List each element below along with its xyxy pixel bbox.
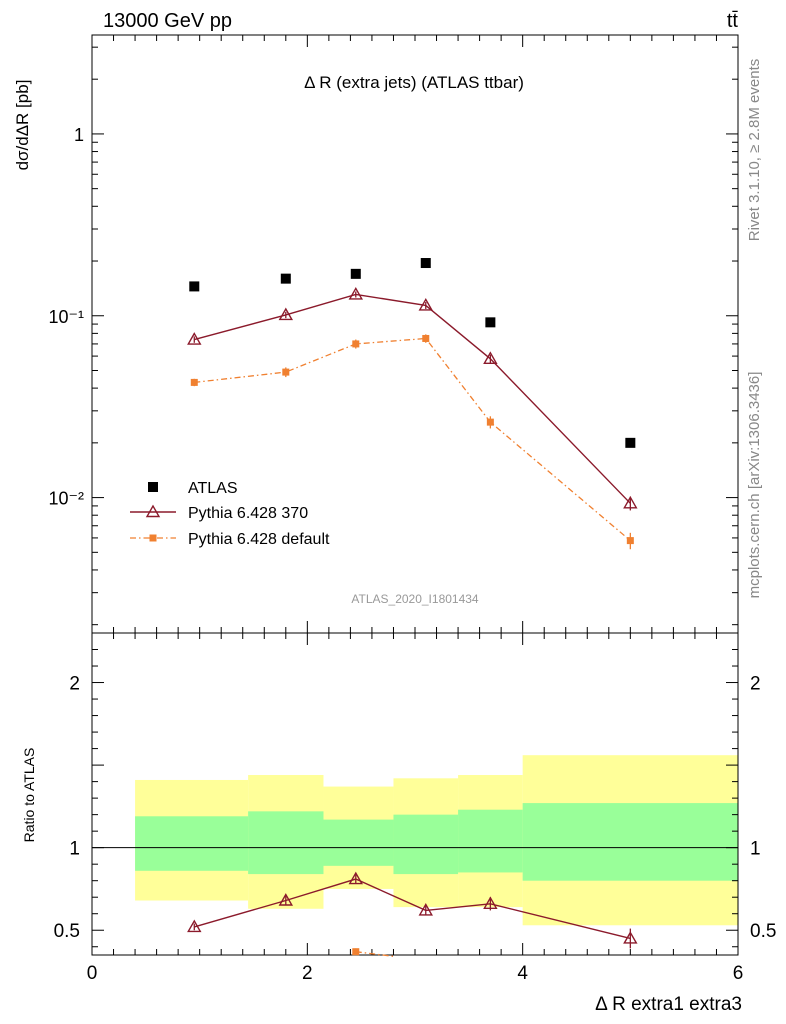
ratio-panel: 0 2 4 6 0.5 0.5 1 1 2 2	[54, 632, 776, 984]
rivet-label: Rivet 3.1.10, ≥ 2.8M events	[746, 59, 763, 242]
analysis-label: ATLAS_2020_I1801434	[351, 592, 479, 606]
ratio-y-tick-label-right: 0.5	[750, 921, 776, 942]
x-tick-label: 6	[733, 963, 744, 984]
legend-marker-pythia-default	[149, 534, 157, 542]
ratio-y-tick-label: 2	[69, 674, 80, 695]
chart-title: Δ R (extra jets) (ATLAS ttbar)	[304, 73, 524, 92]
x-tick-label: 2	[302, 963, 313, 984]
point-pythia-370	[278, 307, 294, 321]
ratio-point-pythia-370	[623, 931, 638, 944]
ratio-point-pythia-370	[418, 903, 433, 916]
y-tick-label: 10⁻¹	[48, 307, 84, 327]
ratio-point-pythia-default	[352, 948, 360, 956]
ratio-point-pythia-370	[187, 919, 202, 933]
ratio-ylabel: Ratio to ATLAS	[21, 748, 37, 843]
point-pythia-default	[422, 334, 430, 342]
ratio-band-green	[522, 803, 738, 881]
point-pythia-default	[626, 537, 634, 545]
point-atlas	[189, 281, 200, 292]
ratio-point-pythia-370	[483, 896, 498, 910]
x-tick-label: 4	[517, 963, 528, 984]
ratio-y-tick-label-right: 2	[750, 674, 761, 695]
ratio-y-tick-label: 1	[69, 839, 80, 860]
legend-label: Pythia 6.428 default	[188, 531, 330, 548]
ratio-frame	[91, 632, 739, 956]
point-atlas	[625, 437, 636, 448]
main-panel: 10⁻² 10⁻¹ 1	[48, 34, 739, 955]
ratio-band-green	[135, 816, 249, 871]
point-pythia-default	[282, 368, 290, 376]
ratio-point-pythia-370	[278, 893, 294, 906]
main-ylabel: dσ/dΔR [pb]	[13, 80, 32, 171]
series-line-pythia-default	[194, 337, 631, 542]
ratio-band-green	[458, 809, 523, 873]
point-pythia-default	[352, 340, 360, 348]
ratio-line-pythia-default	[355, 951, 396, 958]
point-pythia-370	[418, 297, 433, 311]
point-atlas	[350, 268, 361, 279]
ratio-y-tick-label: 0.5	[54, 921, 80, 942]
ratio-line-pythia-370	[194, 878, 631, 940]
point-atlas	[420, 258, 431, 269]
point-pythia-370	[623, 495, 638, 509]
header-right: tt̄	[727, 10, 739, 32]
ratio-band-green	[323, 819, 394, 866]
x-tick-label: 0	[87, 963, 98, 984]
point-pythia-370	[348, 287, 363, 300]
series-line-pythia-370	[194, 293, 631, 504]
ratio-point-pythia-370	[348, 871, 363, 885]
point-pythia-default	[486, 418, 494, 426]
ratio-band-green	[393, 814, 459, 875]
point-pythia-370	[187, 332, 202, 345]
y-tick-label: 1	[74, 125, 84, 145]
ratio-xlabel: Δ R extra1 extra3	[595, 994, 742, 1015]
legend-label: ATLAS	[188, 480, 238, 497]
point-pythia-default	[190, 378, 198, 386]
point-atlas	[485, 317, 496, 328]
mcplots-label: mcplots.cern.ch [arXiv:1306.3436]	[746, 372, 763, 599]
legend-label: Pythia 6.428 370	[188, 505, 308, 522]
header-left: 13000 GeV pp	[103, 10, 232, 32]
legend-marker-atlas	[148, 482, 158, 492]
legend: ATLAS Pythia 6.428 370 Pythia 6.428 defaul…	[130, 480, 330, 548]
point-pythia-370	[483, 351, 498, 364]
ratio-y-tick-label-right: 1	[750, 839, 761, 860]
point-atlas	[280, 273, 291, 284]
legend-marker-pythia-370	[145, 504, 161, 518]
y-tick-label: 10⁻²	[48, 489, 84, 509]
ratio-band-green	[248, 811, 324, 875]
